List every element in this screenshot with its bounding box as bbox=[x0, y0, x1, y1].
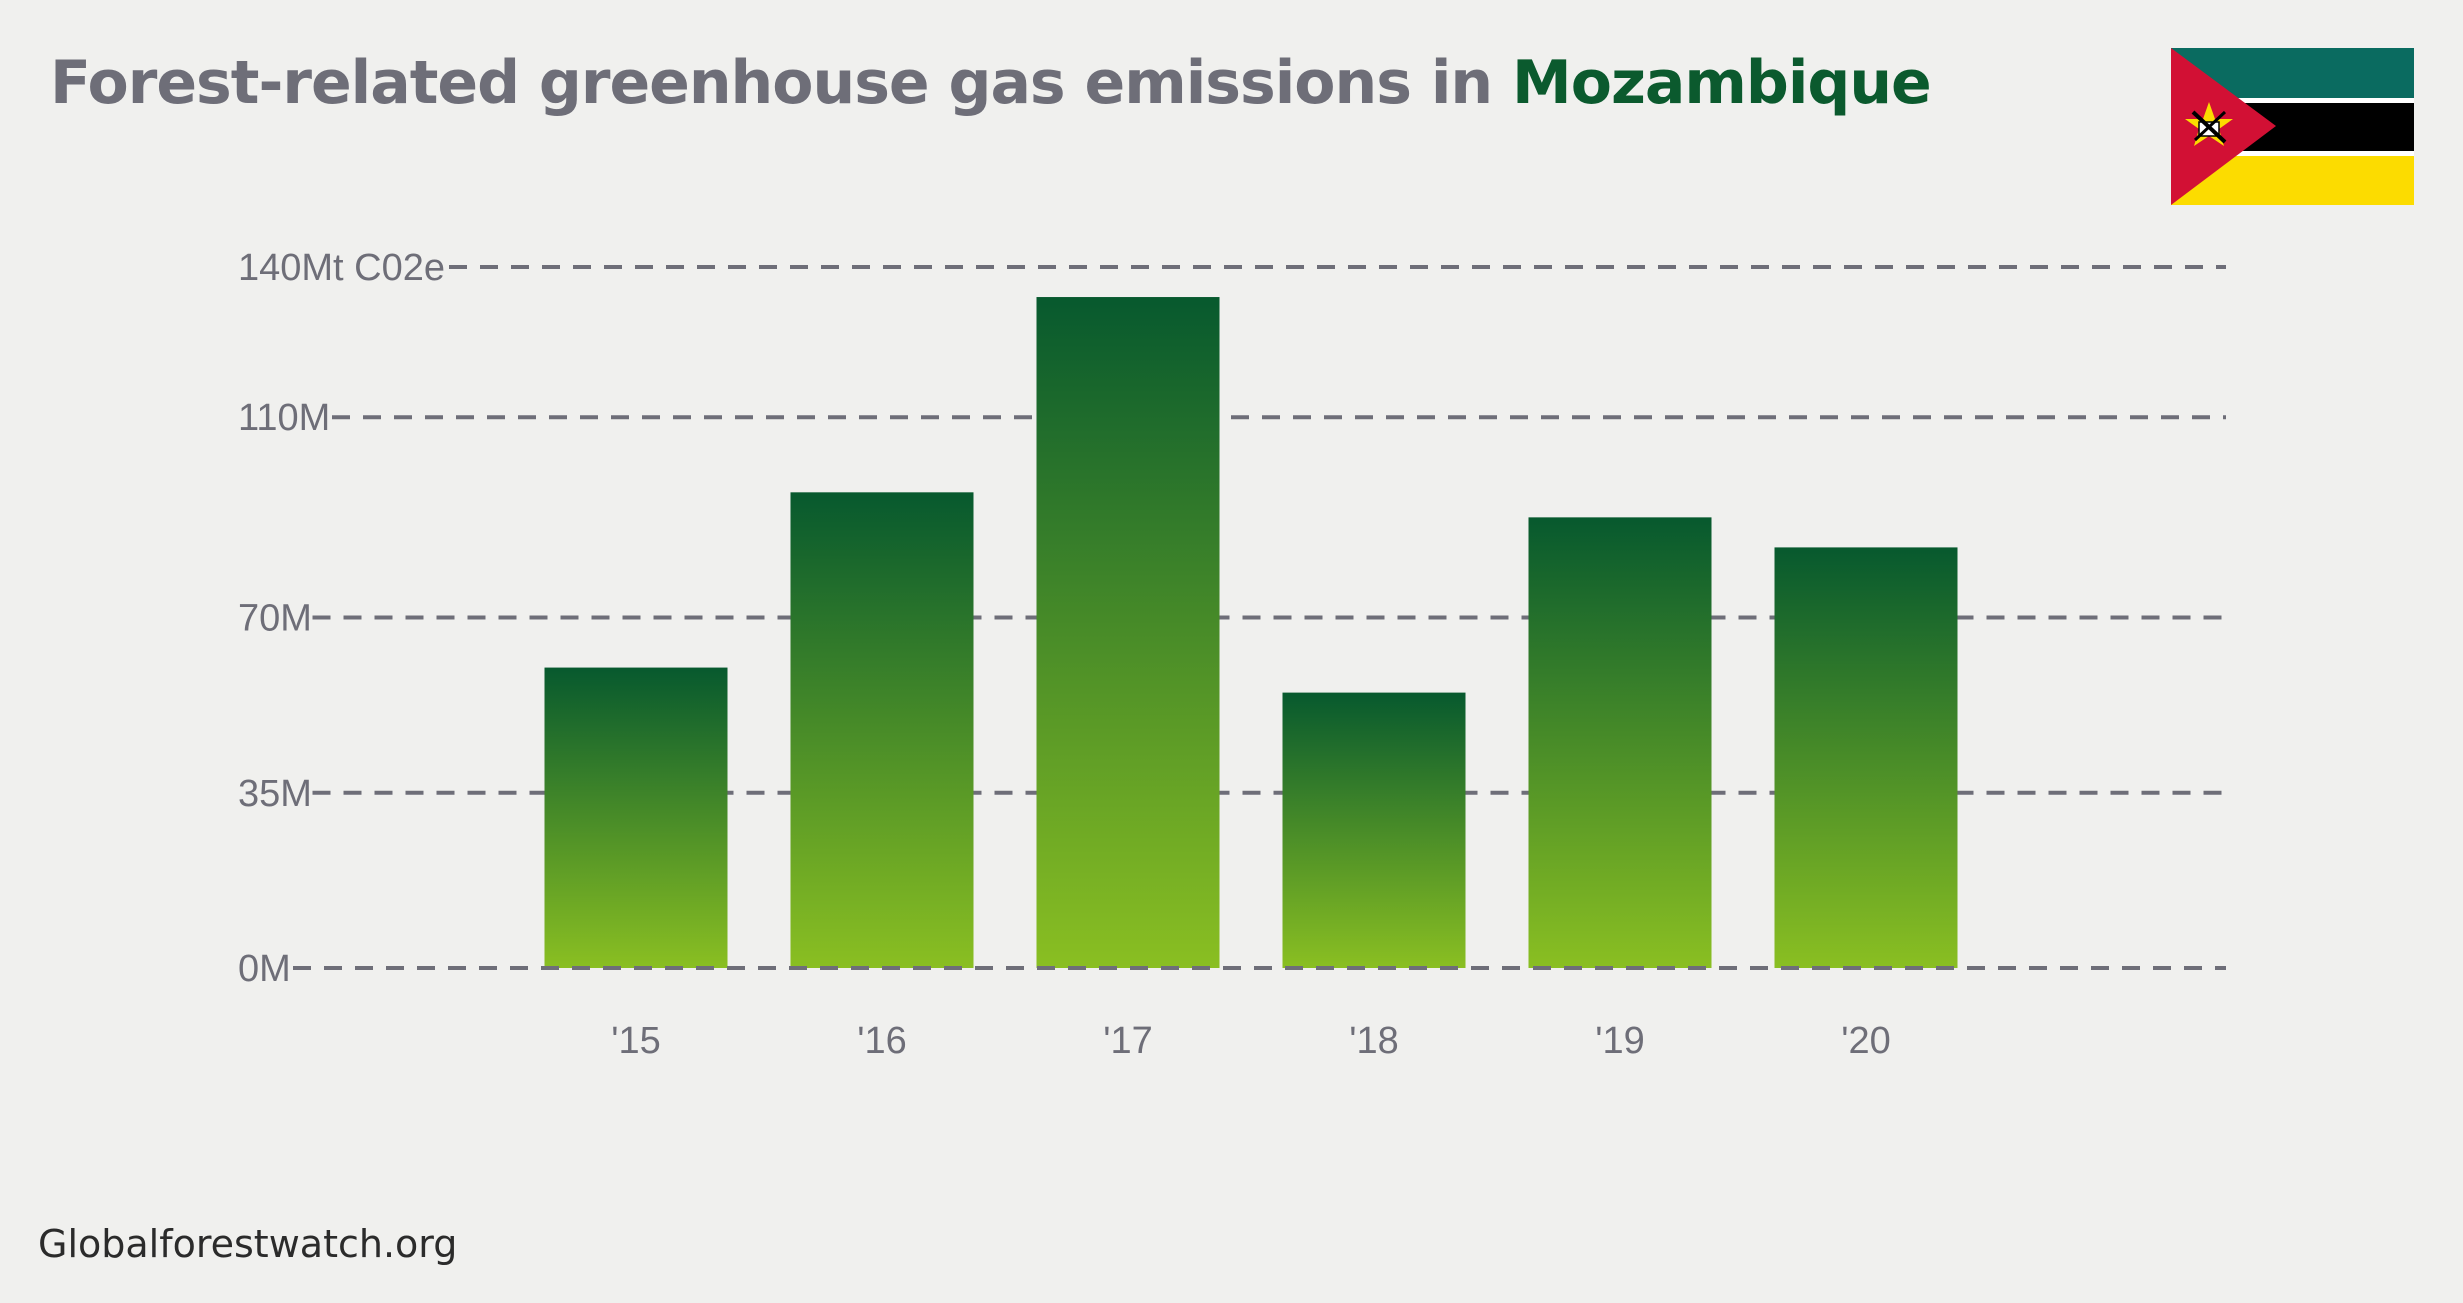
y-tick-label: 70M bbox=[238, 598, 312, 640]
x-tick-label: '20 bbox=[1841, 1020, 1891, 1062]
y-tick-label: 110M bbox=[238, 397, 330, 439]
bars bbox=[544, 297, 1958, 968]
x-tick-label: '18 bbox=[1349, 1020, 1399, 1062]
y-tick-label: 35M bbox=[238, 773, 312, 815]
title-country: Mozambique bbox=[1512, 48, 1932, 118]
y-tick-label: 0M bbox=[238, 948, 291, 990]
mozambique-flag-icon bbox=[2171, 48, 2414, 205]
chart-title: Forest-related greenhouse gas emissions … bbox=[50, 48, 1932, 118]
bar-18 bbox=[1282, 692, 1466, 968]
bar-19 bbox=[1528, 517, 1712, 968]
x-tick-labels: '15 '16 '17 '18 '19 '20 bbox=[293, 966, 2226, 1062]
title-prefix: Forest-related greenhouse gas emissions … bbox=[50, 48, 1513, 118]
x-tick-label: '15 bbox=[611, 1020, 661, 1062]
bar-16 bbox=[790, 492, 974, 968]
y-tick-label: 140Mt C02e bbox=[238, 247, 445, 289]
x-tick-label: '19 bbox=[1595, 1020, 1645, 1062]
x-tick-label: '16 bbox=[857, 1020, 907, 1062]
x-tick-label: '17 bbox=[1103, 1020, 1153, 1062]
bar-15 bbox=[544, 667, 728, 968]
bar-20 bbox=[1774, 547, 1958, 968]
source-label: Globalforestwatch.org bbox=[38, 1222, 458, 1266]
bar-17 bbox=[1036, 297, 1220, 968]
